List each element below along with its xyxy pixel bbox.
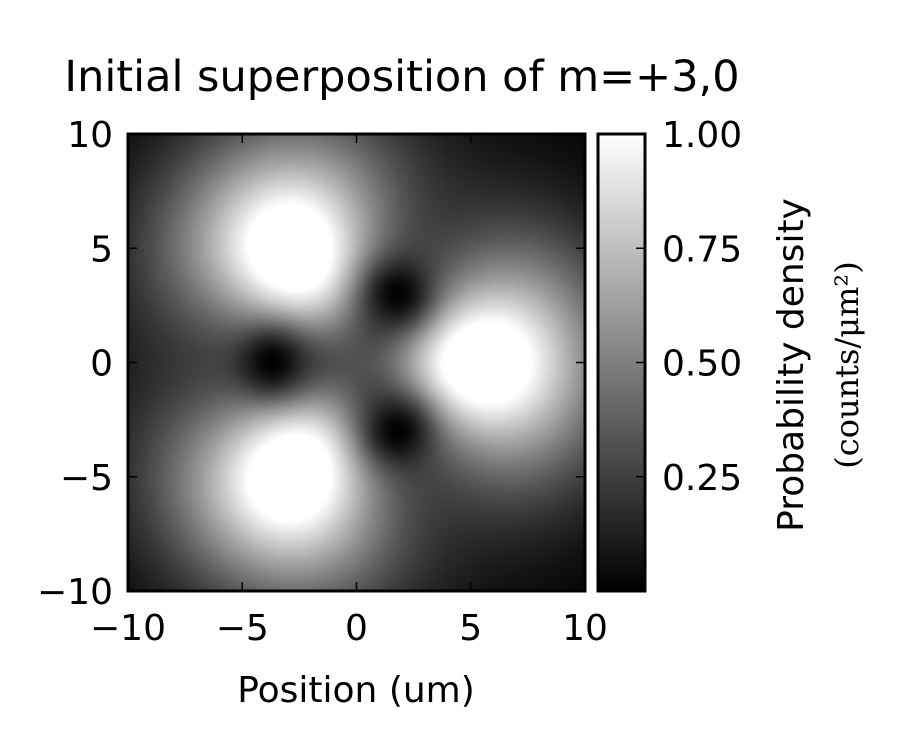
heatmap-image <box>128 134 585 591</box>
y-tick-label: 10 <box>67 115 113 156</box>
colorbar-units-label: (counts/μm²) <box>828 261 866 468</box>
colorbar-tick-label: 1.00 <box>662 115 742 156</box>
colorbar-label: Probability density <box>771 198 812 532</box>
y-tick-label: −10 <box>37 572 113 613</box>
x-tick-label: −5 <box>216 608 269 649</box>
x-tick-label: 0 <box>345 608 368 649</box>
chart-title: Initial superposition of m=+3,0 <box>64 52 739 102</box>
colorbar-tick-label: 0.50 <box>662 344 742 385</box>
colorbar-tick-label: 0.75 <box>662 229 742 270</box>
x-tick-label: 10 <box>562 608 608 649</box>
x-tick-label: −10 <box>90 608 166 649</box>
x-axis: −10 −5 0 5 10 <box>90 134 608 649</box>
y-tick-label: 5 <box>90 229 113 270</box>
y-tick-label: −5 <box>60 458 113 499</box>
y-tick-label: 0 <box>90 344 113 385</box>
colorbar-axis: 1.00 0.75 0.50 0.25 <box>636 115 742 499</box>
x-axis-label: Position (um) <box>237 670 475 711</box>
x-tick-label: 5 <box>459 608 482 649</box>
colorbar-tick-label: 0.25 <box>662 458 742 499</box>
y-axis: −10 −5 0 5 10 <box>37 115 585 613</box>
